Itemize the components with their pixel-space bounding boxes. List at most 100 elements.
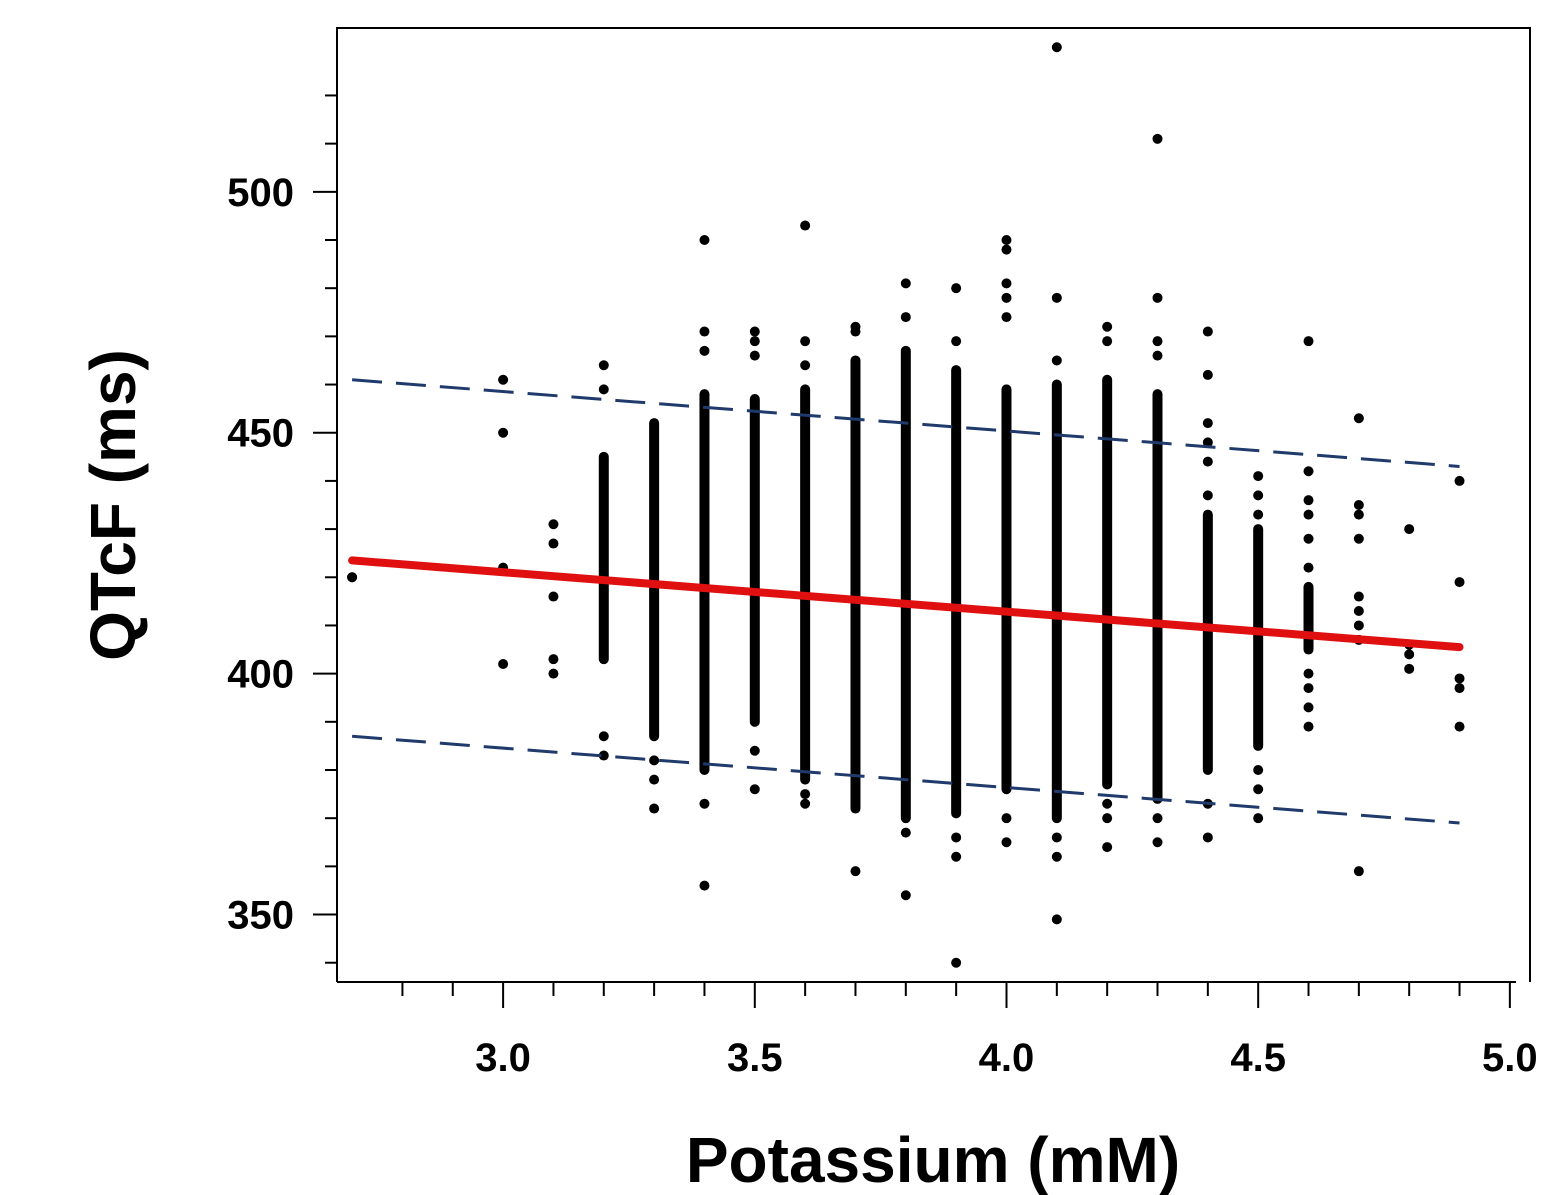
data-point (548, 654, 559, 665)
data-point (1102, 321, 1113, 332)
upper-prediction-bound (351, 378, 1460, 468)
data-point (1253, 509, 1264, 520)
x-tick-label: 4.5 (1230, 1036, 1286, 1080)
data-point (749, 350, 760, 361)
data-point (598, 360, 609, 371)
data-point (1202, 326, 1213, 337)
data-point (1202, 832, 1213, 843)
data-point (1152, 336, 1163, 347)
data-point (1102, 842, 1113, 853)
data-point (1051, 832, 1062, 843)
y-axis: 350 400 450 500 (227, 94, 337, 964)
x-tick-label: 5.0 (1482, 1036, 1538, 1080)
data-point (1001, 312, 1012, 323)
y-tick-label: 350 (227, 894, 294, 938)
data-point (800, 798, 811, 809)
data-point (850, 326, 861, 337)
data-point (800, 220, 811, 231)
data-point (1202, 369, 1213, 380)
data-point (1253, 784, 1264, 795)
data-point (649, 755, 660, 766)
data-point (699, 235, 710, 245)
data-point (951, 957, 962, 968)
data-point (1353, 533, 1364, 544)
data-point (1001, 292, 1012, 303)
data-point (1454, 475, 1465, 486)
data-point (1152, 350, 1163, 361)
data-point (1253, 765, 1264, 775)
data-point (548, 668, 559, 679)
regression-fit-line (348, 556, 1464, 652)
data-point (1454, 577, 1465, 588)
data-point (1404, 649, 1415, 660)
data-point (900, 312, 911, 323)
data-point (1303, 562, 1314, 573)
data-point (699, 345, 710, 356)
data-point (1102, 336, 1113, 347)
plot-frame (336, 27, 1531, 982)
data-point (498, 427, 509, 438)
y-tick-label: 450 (227, 412, 294, 456)
y-tick-label: 400 (227, 653, 294, 697)
data-point (598, 750, 609, 761)
y-axis-title: QTcF (ms) (77, 349, 149, 661)
data-point (347, 572, 358, 583)
data-point (1303, 683, 1314, 694)
data-point (900, 890, 911, 901)
data-point (1152, 292, 1163, 303)
data-point (749, 784, 760, 795)
data-point (1001, 278, 1012, 289)
data-point (1303, 721, 1314, 732)
data-point (1253, 490, 1264, 501)
data-point (1353, 509, 1364, 520)
data-point (900, 827, 911, 838)
data-point (1202, 456, 1213, 467)
data-point (800, 789, 811, 800)
data-point (1353, 866, 1364, 877)
data-point (951, 832, 962, 843)
data-point (1051, 914, 1062, 925)
x-axis-title: Potassium (mM) (686, 1124, 1180, 1195)
data-point (951, 283, 962, 294)
x-tick-label: 4.0 (979, 1036, 1035, 1080)
data-point (1404, 663, 1415, 674)
data-point (749, 326, 760, 337)
data-point (800, 360, 811, 371)
data-point (850, 866, 861, 877)
data-point (749, 336, 760, 347)
data-point (951, 336, 962, 347)
data-point (1454, 683, 1465, 694)
data-point (749, 745, 760, 756)
data-point (1303, 336, 1314, 347)
x-tick-label: 3.0 (475, 1036, 531, 1080)
data-point (498, 374, 509, 385)
data-point (1051, 42, 1062, 53)
data-point (1051, 355, 1062, 366)
data-point (1102, 798, 1113, 809)
data-point (1051, 851, 1062, 862)
data-point (1353, 606, 1364, 616)
data-point (1454, 673, 1465, 684)
data-point (1303, 533, 1314, 544)
data-point (1001, 813, 1012, 824)
regression-lines (348, 378, 1464, 825)
data-point (1353, 620, 1364, 631)
data-point (649, 774, 660, 785)
y-tick-label: 500 (227, 171, 294, 215)
data-point (1202, 418, 1213, 429)
data-point (1303, 466, 1314, 477)
x-tick-label: 3.5 (727, 1036, 783, 1080)
data-point (1353, 591, 1364, 602)
data-point (800, 336, 811, 347)
data-point (598, 384, 609, 395)
data-point (1353, 500, 1364, 510)
data-point (1353, 413, 1364, 424)
data-point (548, 519, 559, 530)
data-point (649, 803, 660, 814)
data-point (498, 659, 509, 669)
data-point (548, 591, 559, 602)
data-point (1001, 235, 1012, 245)
data-point (951, 851, 962, 862)
lower-prediction-bound (351, 734, 1460, 825)
